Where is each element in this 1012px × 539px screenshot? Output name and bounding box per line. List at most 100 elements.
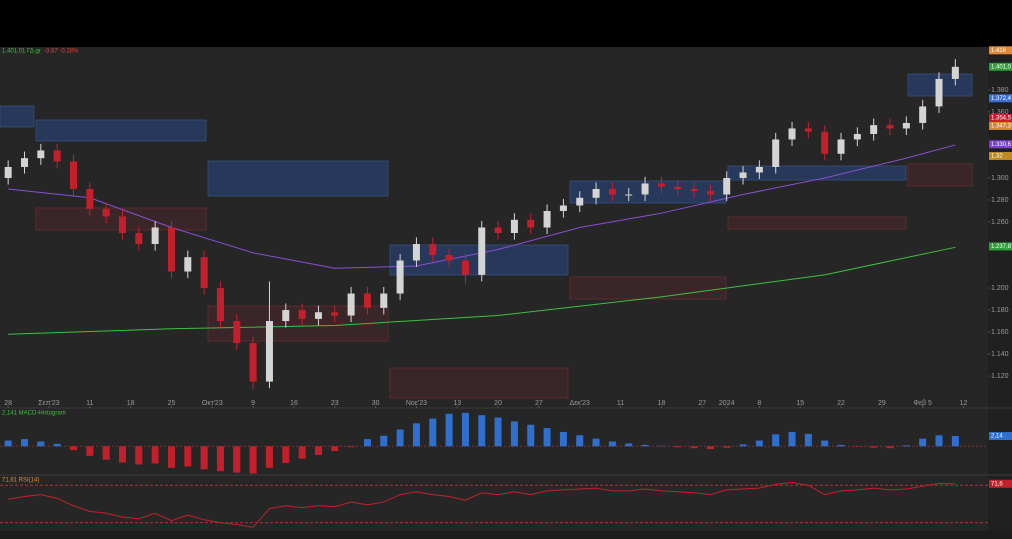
macd-bar (723, 446, 731, 448)
candle-body (690, 188, 698, 192)
macd-bar (331, 446, 339, 452)
macd-bar (625, 443, 633, 447)
rsi-tag-label: 71,6 (991, 481, 1003, 487)
candle-body (4, 166, 12, 178)
macd-bar (200, 446, 208, 470)
price-tag-label: 1.237,8 (991, 244, 1012, 250)
candle-body (527, 219, 535, 228)
candle-body (53, 150, 61, 162)
rsi-line (8, 481, 956, 528)
candle-body (298, 310, 306, 319)
x-tick-label: 25 (168, 400, 176, 407)
macd-bar (249, 446, 257, 474)
price-tag (989, 46, 1012, 55)
candle-body (86, 188, 94, 209)
candle-body (380, 293, 388, 308)
macd-bar (233, 446, 241, 473)
candle-body (167, 227, 175, 272)
candle-body (543, 210, 551, 228)
rsi-tag (989, 479, 1012, 488)
macd-bar (53, 443, 61, 447)
y-tick-label: 1.200 (991, 285, 1009, 292)
candle-body (429, 244, 437, 256)
macd-bar (429, 418, 437, 447)
candle-body (608, 188, 616, 195)
x-tick-label: 12 (960, 400, 968, 407)
header-price: 1.401,01 ΓΔ.gr (2, 49, 41, 55)
x-tick-label: 11 (617, 400, 624, 407)
rsi-title: 71,61 RSI(14) (2, 478, 39, 484)
x-tick-label: 20 (494, 400, 502, 407)
price-tag (989, 121, 1012, 130)
y-tick-label: 1.160 (991, 329, 1009, 336)
price-tag (989, 62, 1012, 71)
price-tag-label: 1.401,0 (991, 64, 1012, 70)
macd-bar (706, 446, 714, 450)
macd-tag (989, 432, 1012, 441)
candle-body (445, 255, 453, 261)
macd-bar (821, 440, 829, 447)
y-tick-label: 1.120 (991, 373, 1009, 380)
macd-bar (592, 438, 600, 447)
candle-body (804, 128, 812, 132)
price-tag-label: 1.372,4 (991, 96, 1012, 102)
candle-body (200, 257, 208, 289)
x-tick-label: 30 (372, 400, 380, 407)
macd-bar (314, 446, 322, 455)
macd-bar (837, 444, 845, 447)
candle-body (461, 260, 469, 275)
price-tag (989, 242, 1012, 251)
macd-bar (510, 421, 518, 447)
candle-body (935, 78, 943, 107)
price-tag (989, 113, 1012, 122)
macd-bar (282, 446, 290, 464)
candle-body (559, 205, 567, 211)
macd-bar (755, 440, 763, 447)
macd-bar (543, 428, 551, 447)
candle-body (102, 208, 110, 217)
candle-body (331, 312, 339, 316)
macd-bar (298, 446, 306, 459)
x-tick-label: 8 (757, 400, 761, 407)
header-change: -3.87 -0.28% (44, 49, 79, 55)
y-tick-label: 1.360 (991, 109, 1009, 116)
candle-body (837, 139, 845, 154)
macd-bar (804, 433, 812, 447)
candle-body (592, 188, 600, 198)
candle-body (919, 106, 927, 123)
x-tick-label: 13 (453, 400, 461, 407)
macd-bar (886, 446, 894, 449)
x-tick-label: 29 (878, 400, 886, 407)
macd-bar (527, 424, 535, 447)
macd-bar (641, 444, 649, 447)
macd-bar (135, 446, 143, 465)
price-tag-label: 1.347,3 (991, 123, 1012, 129)
candle-body (282, 310, 290, 322)
candle-body (821, 131, 829, 154)
price-tag (989, 140, 1012, 149)
macd-bar (935, 435, 943, 447)
y-tick-label: 1.300 (991, 175, 1009, 182)
macd-bar (4, 440, 12, 447)
candle-body (706, 191, 714, 195)
price-tag-label: 1.330,6 (991, 142, 1012, 148)
moving-average (8, 246, 956, 335)
y-tick-label: 1.280 (991, 197, 1009, 204)
candle-body (314, 312, 322, 319)
candle-body (723, 177, 731, 195)
toolbar[interactable] (0, 531, 1012, 539)
candle-body (363, 293, 371, 308)
x-tick-label: 27 (698, 400, 706, 407)
macd-bar (608, 441, 616, 447)
candle-body (69, 161, 77, 189)
x-tick-label: Φεβ 5 (913, 400, 932, 407)
macd-tag-label: 2,14 (991, 434, 1003, 440)
macd-bar (772, 434, 780, 447)
price-tag-label: 1.32 (991, 154, 1003, 160)
candle-body (625, 194, 633, 196)
macd-bar (461, 412, 469, 447)
macd-bar (184, 446, 192, 467)
candle-body (674, 186, 682, 189)
x-tick-label: 18 (657, 400, 665, 407)
